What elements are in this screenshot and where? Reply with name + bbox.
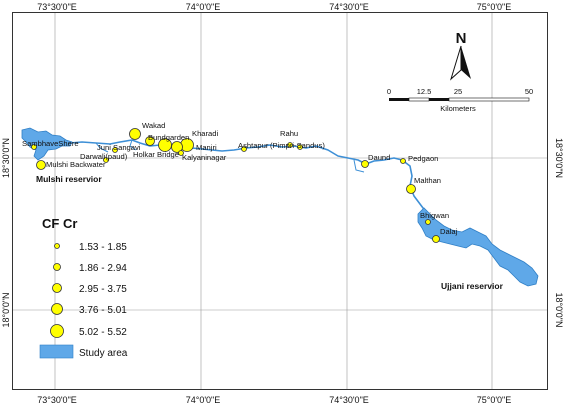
site-marker-14 — [361, 160, 369, 168]
scale-tick-50: 50 — [525, 87, 533, 96]
legend-symbol-class-3 — [52, 283, 62, 293]
lat-label-left-1: 18°30'0"N — [1, 138, 11, 178]
site-label-ashtapur: Ashtapur — [238, 141, 269, 150]
site-marker-17 — [425, 219, 431, 225]
site-label-mulshi-backwater: Mulshi Backwater — [46, 160, 106, 169]
site-marker-6 — [145, 136, 155, 146]
site-label-holkar-bridge: Holkar Bridge — [133, 150, 179, 159]
site-marker-9 — [171, 141, 183, 153]
site-marker-13 — [297, 144, 303, 150]
legend-symbol-class-5 — [50, 324, 64, 338]
site-label-malthan: Malthan — [414, 176, 441, 185]
legend-symbols — [50, 243, 64, 338]
legend-label-class-1: 1.53 - 1.85 — [79, 242, 127, 253]
site-marker-15 — [400, 158, 406, 164]
lon-label-top-2: 74°0'0"E — [186, 2, 221, 12]
site-marker-18 — [432, 235, 440, 243]
scale-bar-segment-1 — [389, 98, 409, 101]
site-marker-5 — [129, 128, 141, 140]
tributary-line — [95, 139, 365, 173]
sample-sites — [31, 128, 440, 243]
lon-label-bottom-3: 74°30'0"E — [329, 395, 369, 405]
scale-unit-label: Kilometers — [440, 104, 476, 113]
lat-label-left-2: 18°0'0"N — [1, 292, 11, 327]
lat-label-right-1: 18°30'0"N — [554, 138, 564, 178]
scale-bar-segment-2 — [408, 97, 430, 102]
lon-label-bottom-1: 73°30'0"E — [37, 395, 77, 405]
site-label-bundgarden: Bundgarden — [148, 133, 189, 142]
scale-bar: 0 12.5 25 50 Kilometers — [387, 87, 533, 113]
site-label-pimpri-sandus: (Pimpri-Sandus) — [270, 141, 325, 150]
site-label-kalyaninagar: Kalyaninagar — [182, 153, 227, 162]
bhima-river-line — [69, 139, 443, 233]
north-arrow-icon — [461, 46, 471, 79]
site-label-daund: Daund — [368, 153, 390, 162]
legend: CF Cr 1.53 - 1.85 1.86 - 2.94 2.95 - 3.7… — [39, 216, 128, 359]
lon-label-top-4: 75°0'0"E — [477, 2, 512, 12]
legend-study-area-swatch — [39, 344, 74, 359]
legend-label-class-4: 3.76 - 5.01 — [79, 305, 127, 316]
site-marker-2 — [31, 144, 37, 150]
mulshi-reservoir-shape — [21, 127, 73, 161]
study-area — [21, 127, 539, 287]
site-marker-1 — [36, 160, 46, 170]
legend-symbol-class-2 — [53, 263, 61, 271]
map-frame — [12, 12, 548, 390]
reservoir-label-ujjani: Ujjani reservior — [441, 281, 504, 291]
site-label-juni-sangavi: Juni Sangavi — [97, 143, 141, 152]
lon-label-bottom-4: 75°0'0"E — [477, 395, 512, 405]
scale-tick-0: 0 — [387, 87, 391, 96]
lon-label-bottom-2: 74°0'0"E — [186, 395, 221, 405]
legend-symbol-class-4 — [51, 303, 63, 315]
north-arrow: N — [450, 30, 471, 81]
lat-label-right-2: 18°0'0"N — [554, 292, 564, 327]
legend-label-class-5: 5.02 - 5.52 — [79, 327, 127, 338]
lon-label-top-1: 73°30'0"E — [37, 2, 77, 12]
lon-label-top-3: 74°30'0"E — [329, 2, 369, 12]
scale-bar-segment-3 — [429, 98, 449, 101]
legend-symbol-class-1 — [54, 243, 60, 249]
north-arrow-letter: N — [456, 30, 467, 47]
ujjani-reservoir-shape — [417, 207, 539, 287]
site-label-sambhaveshere: SambhaveShere — [22, 139, 79, 148]
site-label-rahu: Rahu — [280, 129, 298, 138]
site-marker-11 — [241, 146, 247, 152]
site-marker-12 — [287, 142, 293, 148]
site-label-pedgaon: Pedgaon — [408, 154, 438, 163]
site-marker-16 — [406, 184, 416, 194]
scale-bar-segment-4 — [448, 97, 530, 102]
site-label-kharadi: Kharadi — [192, 129, 218, 138]
site-label-wakad: Wakad — [142, 121, 165, 130]
scale-tick-12-5: 12.5 — [417, 87, 432, 96]
site-label-darwali: Darwali(paud) — [80, 152, 128, 161]
site-marker-3 — [103, 157, 109, 163]
legend-label-class-2: 1.86 - 2.94 — [79, 263, 127, 274]
site-marker-4 — [112, 147, 118, 153]
reservoir-label-mulshi: Mulshi reservior — [36, 174, 102, 184]
scale-tick-25: 25 — [454, 87, 462, 96]
site-marker-10 — [178, 150, 184, 156]
site-label-dalaj: Dalaj — [440, 227, 458, 236]
north-arrow-icon-outline — [450, 45, 462, 81]
legend-label-study-area: Study area — [79, 348, 128, 359]
legend-title: CF Cr — [42, 216, 77, 231]
site-label-bhigwan: Bhigwan — [420, 211, 449, 220]
legend-label-class-3: 2.95 - 3.75 — [79, 284, 127, 295]
site-label-manjri: Manjri — [196, 143, 217, 152]
